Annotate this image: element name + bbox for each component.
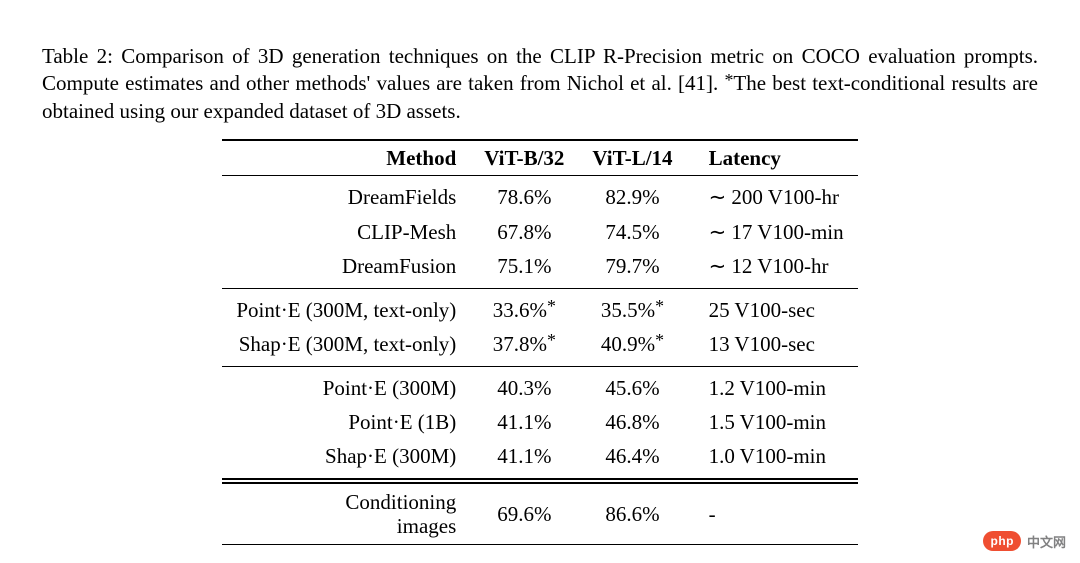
col-header-method: Method	[222, 140, 470, 176]
cell-vitl: 79.7%	[578, 249, 686, 288]
cell-vitl: 46.4%	[578, 439, 686, 478]
cell-vitb: 69.6%	[470, 484, 578, 545]
col-header-vitl: ViT-L/14	[578, 140, 686, 176]
cell-vitb: 41.1%	[470, 405, 578, 439]
col-header-latency: Latency	[687, 140, 858, 176]
cell-method: DreamFusion	[222, 249, 470, 288]
cell-latency: 1.5 V100-min	[687, 405, 858, 439]
table-caption: Table 2: Comparison of 3D generation tec…	[42, 43, 1038, 125]
cell-vitb: 41.1%	[470, 439, 578, 478]
cell-vitb: 67.8%	[470, 215, 578, 249]
cell-vitb: 78.6%	[470, 176, 578, 215]
cell-vitl: 40.9%*	[578, 327, 686, 366]
caption-footnote-marker: *	[724, 70, 733, 90]
cell-vitb: 37.8%*	[470, 327, 578, 366]
cell-latency: -	[687, 484, 858, 545]
cell-method: Conditioningimages	[222, 484, 470, 545]
cell-vitb: 33.6%*	[470, 288, 578, 327]
cell-vitl: 46.8%	[578, 405, 686, 439]
cell-method: Point·E (300M, text-only)	[222, 288, 470, 327]
cell-latency: 25 V100-sec	[687, 288, 858, 327]
results-table: Method ViT-B/32 ViT-L/14 Latency DreamFi…	[222, 139, 857, 545]
cell-vitl: 45.6%	[578, 366, 686, 405]
cell-method: Point·E (300M)	[222, 366, 470, 405]
table-row: CLIP-Mesh67.8%74.5%∼ 17 V100-min	[222, 215, 857, 249]
table-header-row: Method ViT-B/32 ViT-L/14 Latency	[222, 140, 857, 176]
cell-method: Point·E (1B)	[222, 405, 470, 439]
cell-vitl: 82.9%	[578, 176, 686, 215]
watermark-badge: php	[983, 531, 1021, 551]
cell-vitb: 40.3%	[470, 366, 578, 405]
table-row: DreamFusion75.1%79.7%∼ 12 V100-hr	[222, 249, 857, 288]
caption-prefix: Table 2:	[42, 44, 113, 68]
table-row: DreamFields78.6%82.9%∼ 200 V100-hr	[222, 176, 857, 215]
table-row: Shap·E (300M)41.1%46.4%1.0 V100-min	[222, 439, 857, 478]
cell-latency: ∼ 12 V100-hr	[687, 249, 858, 288]
watermark: php 中文网	[983, 531, 1066, 551]
cell-method: Shap·E (300M)	[222, 439, 470, 478]
cell-latency: 1.0 V100-min	[687, 439, 858, 478]
table-row: Point·E (300M)40.3%45.6%1.2 V100-min	[222, 366, 857, 405]
cell-vitl: 35.5%*	[578, 288, 686, 327]
watermark-label: 中文网	[1027, 532, 1066, 551]
cell-method: Shap·E (300M, text-only)	[222, 327, 470, 366]
table-row-conditioning: Conditioningimages69.6%86.6%-	[222, 484, 857, 545]
cell-method: CLIP-Mesh	[222, 215, 470, 249]
table-row: Point·E (300M, text-only)33.6%*35.5%*25 …	[222, 288, 857, 327]
cell-vitb: 75.1%	[470, 249, 578, 288]
table-row: Shap·E (300M, text-only)37.8%*40.9%*13 V…	[222, 327, 857, 366]
cell-latency: 1.2 V100-min	[687, 366, 858, 405]
cell-latency: ∼ 200 V100-hr	[687, 176, 858, 215]
cell-latency: 13 V100-sec	[687, 327, 858, 366]
col-header-vitb: ViT-B/32	[470, 140, 578, 176]
cell-vitl: 86.6%	[578, 484, 686, 545]
cell-vitl: 74.5%	[578, 215, 686, 249]
cell-latency: ∼ 17 V100-min	[687, 215, 858, 249]
table-row: Point·E (1B)41.1%46.8%1.5 V100-min	[222, 405, 857, 439]
cell-method: DreamFields	[222, 176, 470, 215]
